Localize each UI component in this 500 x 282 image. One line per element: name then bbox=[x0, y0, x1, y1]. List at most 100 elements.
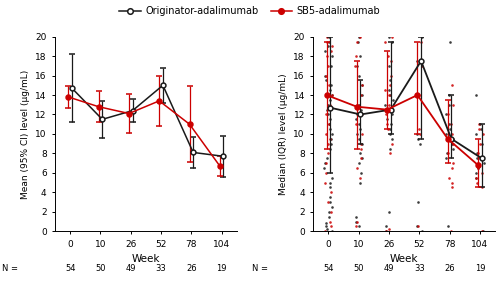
Point bbox=[444, 112, 452, 117]
Point bbox=[478, 229, 486, 233]
Point bbox=[355, 161, 363, 165]
Point bbox=[386, 132, 394, 136]
Point bbox=[415, 127, 423, 131]
Point bbox=[475, 127, 483, 131]
Point bbox=[324, 39, 332, 44]
Point bbox=[448, 122, 456, 126]
Point bbox=[322, 156, 330, 160]
Text: 33: 33 bbox=[156, 264, 166, 273]
Point bbox=[448, 166, 456, 170]
Point bbox=[412, 59, 420, 63]
Point bbox=[414, 136, 422, 141]
Point bbox=[351, 64, 359, 68]
Point bbox=[320, 73, 328, 78]
Point bbox=[355, 73, 363, 78]
Text: 50: 50 bbox=[95, 264, 106, 273]
Point bbox=[324, 151, 332, 156]
Point bbox=[320, 166, 328, 170]
Point bbox=[478, 132, 486, 136]
Point bbox=[472, 171, 480, 175]
Point bbox=[324, 103, 332, 107]
Point bbox=[326, 122, 334, 126]
Point bbox=[414, 93, 422, 97]
Text: 49: 49 bbox=[384, 264, 394, 273]
Point bbox=[327, 142, 335, 146]
Point bbox=[476, 122, 484, 126]
Point bbox=[358, 83, 366, 87]
Point bbox=[327, 190, 335, 195]
Point bbox=[474, 166, 482, 170]
Point bbox=[386, 146, 394, 151]
Point bbox=[322, 78, 330, 83]
Point bbox=[384, 93, 392, 97]
Point bbox=[321, 161, 329, 165]
Point bbox=[414, 200, 422, 204]
Point bbox=[476, 122, 484, 126]
Text: 33: 33 bbox=[414, 264, 424, 273]
Point bbox=[324, 44, 332, 49]
Point bbox=[352, 112, 360, 117]
Point bbox=[352, 219, 360, 224]
Point bbox=[386, 122, 394, 126]
Point bbox=[443, 151, 451, 156]
Point bbox=[478, 185, 486, 190]
Point bbox=[386, 78, 394, 83]
Point bbox=[446, 127, 454, 131]
Point bbox=[385, 64, 393, 68]
Point bbox=[356, 127, 364, 131]
Point bbox=[326, 83, 334, 87]
Point bbox=[358, 142, 366, 146]
Point bbox=[326, 136, 334, 141]
Point bbox=[326, 195, 334, 199]
Point bbox=[328, 175, 336, 180]
Point bbox=[416, 142, 424, 146]
Point bbox=[385, 34, 393, 39]
Point bbox=[386, 127, 394, 131]
Point bbox=[324, 200, 332, 204]
Point bbox=[444, 224, 452, 229]
Point bbox=[388, 34, 396, 39]
Point bbox=[388, 112, 396, 117]
Text: 26: 26 bbox=[186, 264, 196, 273]
Point bbox=[473, 180, 481, 185]
Point bbox=[444, 151, 452, 156]
Point bbox=[386, 227, 394, 232]
Point bbox=[442, 132, 450, 136]
Point bbox=[328, 205, 336, 209]
Point bbox=[328, 93, 336, 97]
Point bbox=[322, 112, 330, 117]
Text: 54: 54 bbox=[323, 264, 334, 273]
Point bbox=[355, 224, 363, 229]
Point bbox=[322, 171, 330, 175]
Point bbox=[448, 185, 456, 190]
Point bbox=[356, 54, 364, 58]
Point bbox=[381, 39, 389, 44]
Point bbox=[322, 221, 330, 226]
Point bbox=[352, 64, 360, 68]
Point bbox=[325, 214, 333, 219]
Point bbox=[476, 156, 484, 160]
Point bbox=[358, 156, 366, 160]
Point bbox=[442, 112, 450, 117]
Point bbox=[382, 112, 390, 117]
Point bbox=[382, 229, 390, 233]
Point bbox=[324, 64, 332, 68]
Point bbox=[326, 64, 334, 68]
Point bbox=[388, 98, 396, 102]
Point bbox=[354, 136, 362, 141]
Point bbox=[384, 127, 392, 131]
Point bbox=[321, 229, 329, 233]
Point bbox=[328, 132, 336, 136]
Point bbox=[324, 39, 332, 44]
Text: 54: 54 bbox=[65, 264, 76, 273]
Point bbox=[388, 39, 396, 44]
Point bbox=[449, 136, 457, 141]
Point bbox=[384, 54, 392, 58]
Point bbox=[353, 166, 361, 170]
Point bbox=[328, 44, 336, 49]
Point bbox=[358, 112, 366, 117]
Point bbox=[448, 132, 456, 136]
Point bbox=[382, 224, 390, 229]
Point bbox=[352, 117, 360, 122]
Point bbox=[356, 175, 364, 180]
